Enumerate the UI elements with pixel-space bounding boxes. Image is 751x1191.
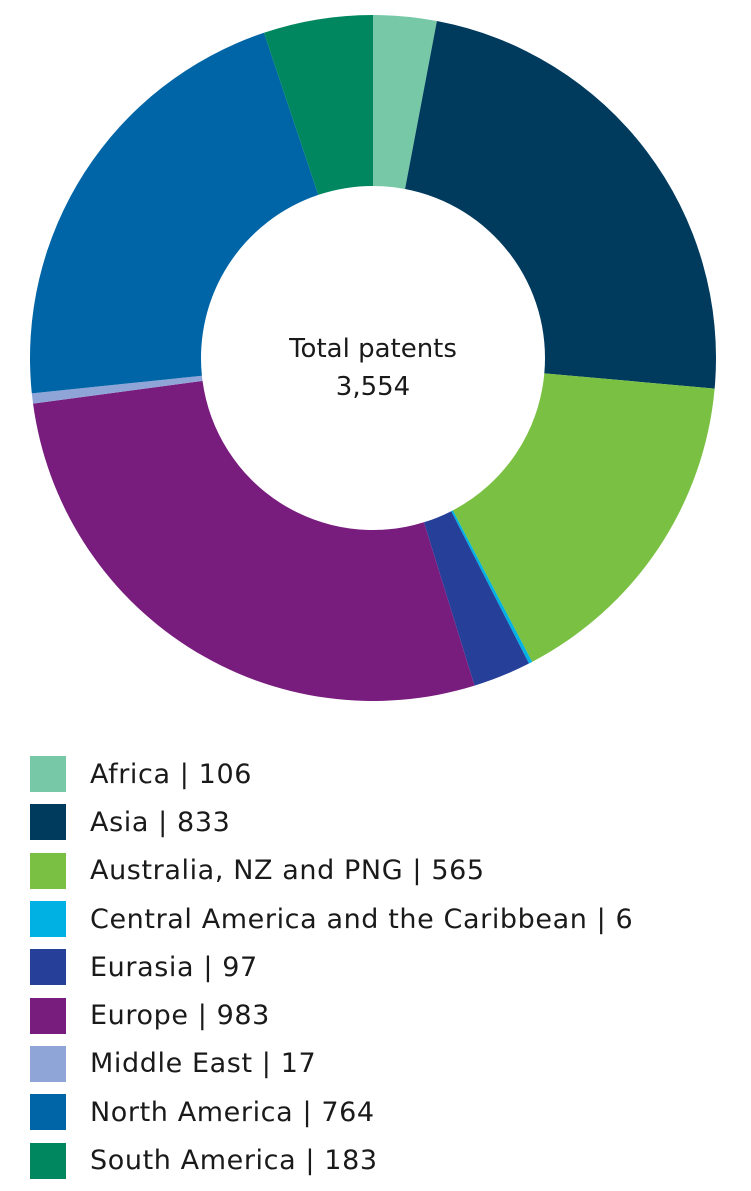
slice-asia (405, 21, 716, 389)
legend-label: Europe | 983 (90, 1000, 270, 1032)
legend-item-central-america-and-the-caribbean: Central America and the Caribbean | 6 (30, 895, 633, 943)
slice-north-america (29, 32, 319, 394)
legend-item-eurasia: Eurasia | 97 (30, 943, 633, 991)
legend-item-australia-nz-and-png: Australia, NZ and PNG | 565 (30, 847, 633, 895)
legend-swatch (30, 756, 66, 793)
legend-item-africa: Africa | 106 (30, 750, 633, 798)
slice-europe (33, 380, 475, 702)
legend-item-north-america: North America | 764 (30, 1088, 633, 1136)
donut-chart: Total patents 3,554 (29, 15, 716, 702)
legend-item-asia: Asia | 833 (30, 798, 633, 846)
legend-swatch (30, 901, 66, 938)
legend-label: South America | 183 (90, 1145, 378, 1177)
center-value: 3,554 (336, 372, 410, 402)
legend-label: Eurasia | 97 (90, 951, 258, 983)
legend-label: Middle East | 17 (90, 1048, 317, 1080)
legend-label: Africa | 106 (90, 758, 253, 790)
legend-label: Australia, NZ and PNG | 565 (90, 855, 485, 887)
legend-item-south-america: South America | 183 (30, 1136, 633, 1184)
legend-label: Central America and the Caribbean | 6 (90, 903, 634, 935)
slice-australia-nz-and-png (452, 373, 715, 662)
legend-swatch (30, 1045, 66, 1082)
slice-eurasia (423, 511, 529, 686)
legend-swatch (30, 1094, 66, 1131)
legend-swatch (30, 804, 66, 841)
legend-swatch (30, 949, 66, 986)
legend-label: Asia | 833 (90, 806, 231, 838)
legend-item-europe: Europe | 983 (30, 991, 633, 1039)
legend: Africa | 106 Asia | 833 Australia, NZ and … (30, 750, 633, 1185)
center-label: Total patents (288, 334, 457, 364)
donut-slices (29, 15, 716, 702)
legend-swatch (30, 852, 66, 889)
slice-south-america (263, 15, 373, 195)
slice-middle-east (31, 375, 203, 404)
slice-africa (373, 15, 437, 190)
slice-central-america-and-the-caribbean (451, 510, 533, 664)
legend-label: North America | 764 (90, 1096, 375, 1128)
legend-swatch (30, 1142, 66, 1179)
legend-swatch (30, 997, 66, 1034)
legend-item-middle-east: Middle East | 17 (30, 1040, 633, 1088)
